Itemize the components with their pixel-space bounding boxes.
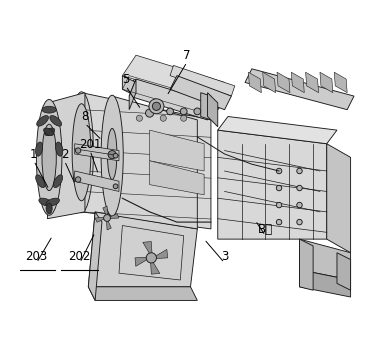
Polygon shape (299, 270, 351, 297)
Polygon shape (299, 239, 351, 280)
Circle shape (297, 185, 302, 191)
Polygon shape (129, 69, 231, 110)
Polygon shape (245, 69, 354, 110)
Polygon shape (135, 257, 149, 266)
Circle shape (181, 115, 187, 121)
Polygon shape (75, 171, 119, 192)
Polygon shape (88, 212, 197, 287)
Text: 1: 1 (30, 148, 38, 161)
Ellipse shape (50, 116, 62, 126)
Text: B点: B点 (258, 223, 273, 236)
Polygon shape (122, 76, 136, 96)
Circle shape (152, 102, 160, 110)
Ellipse shape (42, 124, 56, 190)
Text: 201: 201 (79, 137, 101, 150)
Circle shape (108, 150, 116, 159)
Ellipse shape (53, 175, 62, 188)
Polygon shape (109, 214, 119, 219)
Polygon shape (95, 218, 105, 222)
Text: 8: 8 (81, 110, 89, 123)
Circle shape (160, 115, 166, 121)
Circle shape (194, 108, 201, 115)
Text: 2: 2 (61, 148, 68, 161)
Ellipse shape (46, 198, 59, 206)
Polygon shape (129, 79, 215, 120)
Polygon shape (150, 130, 204, 171)
Circle shape (297, 202, 302, 208)
Ellipse shape (36, 100, 62, 215)
Circle shape (75, 177, 81, 182)
Polygon shape (201, 93, 211, 120)
Polygon shape (306, 72, 319, 93)
Circle shape (104, 214, 110, 221)
Polygon shape (88, 212, 102, 300)
Circle shape (75, 148, 81, 153)
Polygon shape (150, 261, 160, 274)
Circle shape (276, 168, 282, 174)
Text: 7: 7 (183, 49, 191, 62)
Text: 5: 5 (122, 73, 130, 86)
Ellipse shape (107, 129, 117, 180)
Polygon shape (106, 220, 111, 230)
Ellipse shape (101, 95, 123, 216)
Text: 203: 203 (26, 250, 48, 263)
Polygon shape (154, 249, 168, 259)
Ellipse shape (46, 203, 52, 214)
Ellipse shape (39, 198, 53, 206)
Polygon shape (143, 241, 152, 255)
Circle shape (146, 109, 154, 117)
Ellipse shape (37, 116, 48, 126)
Polygon shape (337, 253, 351, 290)
Polygon shape (88, 287, 197, 300)
Ellipse shape (70, 92, 93, 213)
Text: 3: 3 (221, 250, 228, 263)
Polygon shape (299, 239, 313, 290)
Polygon shape (218, 130, 327, 239)
Polygon shape (334, 72, 347, 93)
Polygon shape (129, 79, 136, 110)
Polygon shape (103, 206, 108, 216)
Polygon shape (327, 144, 351, 253)
Polygon shape (122, 55, 224, 103)
Polygon shape (150, 161, 204, 195)
Circle shape (276, 185, 282, 191)
Polygon shape (170, 76, 231, 110)
Polygon shape (277, 72, 290, 93)
Circle shape (136, 115, 142, 121)
Polygon shape (48, 93, 85, 219)
Polygon shape (170, 65, 235, 96)
Circle shape (149, 99, 164, 114)
Polygon shape (248, 72, 261, 93)
Circle shape (276, 202, 282, 208)
Polygon shape (112, 96, 197, 229)
Ellipse shape (45, 128, 55, 136)
Circle shape (113, 184, 118, 189)
Polygon shape (291, 72, 304, 93)
Polygon shape (82, 93, 211, 229)
Circle shape (146, 253, 157, 263)
Polygon shape (263, 72, 275, 93)
Polygon shape (218, 117, 337, 144)
Ellipse shape (35, 142, 43, 156)
Circle shape (297, 219, 302, 225)
Ellipse shape (36, 175, 45, 188)
Text: 202: 202 (69, 250, 91, 263)
Ellipse shape (56, 142, 63, 156)
Polygon shape (75, 144, 119, 161)
Circle shape (180, 108, 187, 115)
Circle shape (113, 153, 118, 158)
Ellipse shape (42, 106, 56, 113)
Circle shape (276, 219, 282, 225)
Ellipse shape (43, 128, 53, 136)
Polygon shape (208, 93, 218, 127)
Polygon shape (320, 72, 333, 93)
Circle shape (166, 108, 173, 115)
Circle shape (297, 168, 302, 174)
Ellipse shape (72, 104, 91, 201)
